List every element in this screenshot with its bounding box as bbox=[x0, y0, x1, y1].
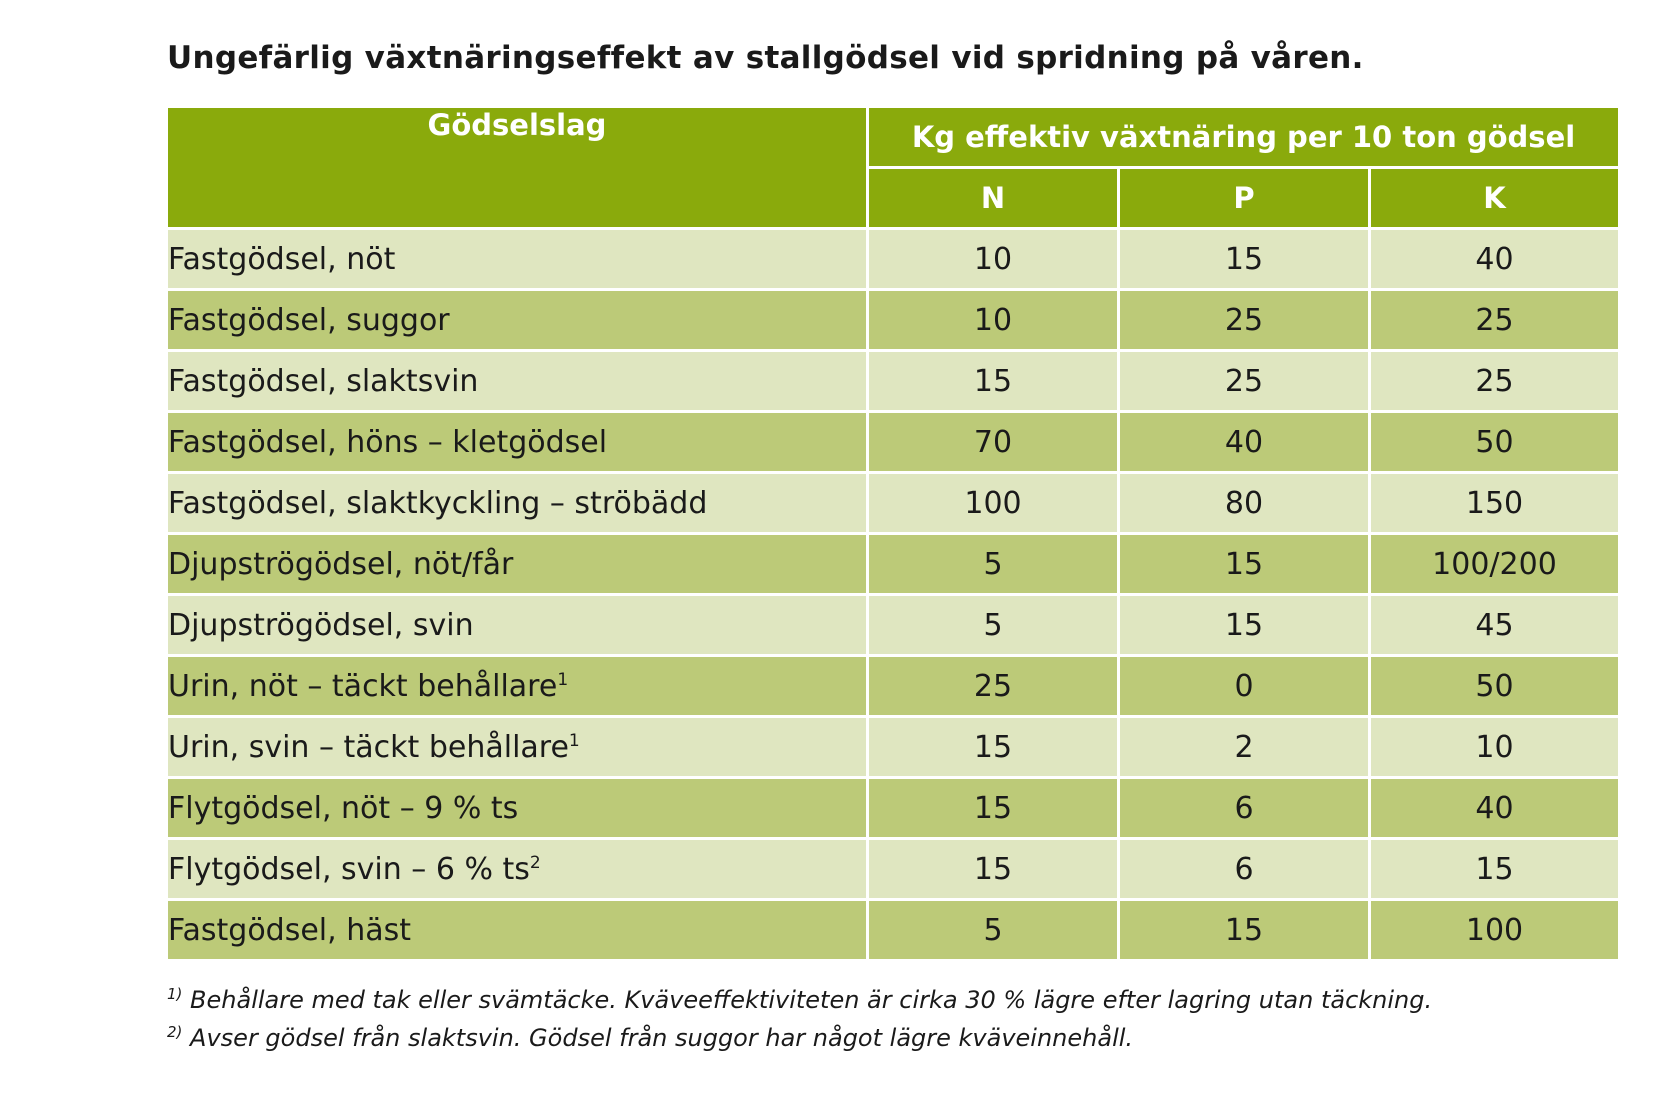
manure-type-cell: Fastgödsel, häst bbox=[165, 898, 869, 962]
fertilizer-table: Gödselslag Kg effektiv växtnäring per 10… bbox=[165, 105, 1621, 962]
n-value: 15 bbox=[866, 776, 1120, 840]
n-value: 5 bbox=[866, 898, 1120, 962]
table-row: Fastgödsel, höns – kletgödsel 70 40 50 bbox=[165, 410, 1621, 474]
footnote-marker: 2) bbox=[167, 1023, 183, 1041]
table-row: Fastgödsel, nöt 10 15 40 bbox=[165, 227, 1621, 291]
table-row: Urin, svin – täckt behållare1 15 2 10 bbox=[165, 715, 1621, 779]
k-value: 40 bbox=[1368, 776, 1621, 840]
table-row: Fastgödsel, suggor 10 25 25 bbox=[165, 288, 1621, 352]
p-value: 6 bbox=[1117, 776, 1371, 840]
p-value: 40 bbox=[1117, 410, 1371, 474]
footnote-2: 2) Avser gödsel från slaktsvin. Gödsel f… bbox=[167, 1024, 1432, 1062]
k-value: 25 bbox=[1368, 349, 1621, 413]
manure-type-label: Flytgödsel, svin – 6 % ts bbox=[168, 851, 530, 887]
n-value: 15 bbox=[866, 349, 1120, 413]
table-row: Fastgödsel, slaktsvin 15 25 25 bbox=[165, 349, 1621, 413]
header-p: P bbox=[1117, 166, 1371, 230]
manure-type-cell: Djupströgödsel, nöt/får bbox=[165, 532, 869, 596]
p-value: 0 bbox=[1117, 654, 1371, 718]
manure-type-label: Flytgödsel, nöt – 9 % ts bbox=[168, 790, 519, 826]
k-value: 100/200 bbox=[1368, 532, 1621, 596]
table-row: Djupströgödsel, svin 5 15 45 bbox=[165, 593, 1621, 657]
manure-type-label: Fastgödsel, höns – kletgödsel bbox=[168, 424, 608, 460]
manure-type-label: Fastgödsel, suggor bbox=[168, 302, 450, 338]
table-row: Flytgödsel, svin – 6 % ts2 15 6 15 bbox=[165, 837, 1621, 901]
p-value: 25 bbox=[1117, 349, 1371, 413]
manure-type-cell: Fastgödsel, slaktsvin bbox=[165, 349, 869, 413]
footnotes: 1) Behållare med tak eller svämtäcke. Kv… bbox=[167, 986, 1432, 1062]
k-value: 50 bbox=[1368, 654, 1621, 718]
manure-type-label: Urin, svin – täckt behållare bbox=[168, 729, 569, 765]
k-value: 50 bbox=[1368, 410, 1621, 474]
manure-type-label: Djupströgödsel, svin bbox=[168, 607, 474, 643]
table-row: Urin, nöt – täckt behållare1 25 0 50 bbox=[165, 654, 1621, 718]
footnote-text: Behållare med tak eller svämtäcke. Kväve… bbox=[190, 986, 1433, 1014]
manure-type-label: Fastgödsel, häst bbox=[168, 912, 412, 948]
p-value: 25 bbox=[1117, 288, 1371, 352]
header-manure-type: Gödselslag bbox=[165, 105, 869, 230]
footnote-ref: 1 bbox=[557, 669, 569, 690]
table-row: Djupströgödsel, nöt/får 5 15 100/200 bbox=[165, 532, 1621, 596]
table-title: Ungefärlig växtnäringseffekt av stallgöd… bbox=[167, 40, 1364, 76]
table-body: Fastgödsel, nöt 10 15 40 Fastgödsel, sug… bbox=[165, 227, 1621, 962]
p-value: 15 bbox=[1117, 227, 1371, 291]
header-n: N bbox=[866, 166, 1120, 230]
n-value: 15 bbox=[866, 837, 1120, 901]
footnote-marker: 1) bbox=[167, 985, 183, 1003]
n-value: 5 bbox=[866, 593, 1120, 657]
k-value: 150 bbox=[1368, 471, 1621, 535]
footnote-1: 1) Behållare med tak eller svämtäcke. Kv… bbox=[167, 986, 1432, 1024]
p-value: 15 bbox=[1117, 532, 1371, 596]
p-value: 6 bbox=[1117, 837, 1371, 901]
manure-type-cell: Fastgödsel, nöt bbox=[165, 227, 869, 291]
n-value: 70 bbox=[866, 410, 1120, 474]
manure-type-cell: Fastgödsel, suggor bbox=[165, 288, 869, 352]
manure-type-label: Fastgödsel, nöt bbox=[168, 241, 396, 277]
manure-type-cell: Flytgödsel, nöt – 9 % ts bbox=[165, 776, 869, 840]
manure-type-label: Fastgödsel, slaktkyckling – ströbädd bbox=[168, 485, 708, 521]
table-row: Fastgödsel, häst 5 15 100 bbox=[165, 898, 1621, 962]
p-value: 15 bbox=[1117, 898, 1371, 962]
footnote-text: Avser gödsel från slaktsvin. Gödsel från… bbox=[190, 1024, 1134, 1052]
footnote-ref: 1 bbox=[568, 730, 580, 751]
manure-type-label: Urin, nöt – täckt behållare bbox=[168, 668, 558, 704]
n-value: 10 bbox=[866, 288, 1120, 352]
header-nutrient-group: Kg effektiv växtnäring per 10 ton gödsel bbox=[866, 105, 1621, 169]
manure-type-cell: Urin, svin – täckt behållare1 bbox=[165, 715, 869, 779]
manure-type-cell: Urin, nöt – täckt behållare1 bbox=[165, 654, 869, 718]
manure-type-label: Djupströgödsel, nöt/får bbox=[168, 546, 514, 582]
table-row: Flytgödsel, nöt – 9 % ts 15 6 40 bbox=[165, 776, 1621, 840]
n-value: 100 bbox=[866, 471, 1120, 535]
p-value: 80 bbox=[1117, 471, 1371, 535]
header-k: K bbox=[1368, 166, 1621, 230]
manure-type-cell: Fastgödsel, höns – kletgödsel bbox=[165, 410, 869, 474]
manure-type-label: Fastgödsel, slaktsvin bbox=[168, 363, 479, 399]
k-value: 100 bbox=[1368, 898, 1621, 962]
k-value: 10 bbox=[1368, 715, 1621, 779]
k-value: 15 bbox=[1368, 837, 1621, 901]
p-value: 15 bbox=[1117, 593, 1371, 657]
manure-type-cell: Flytgödsel, svin – 6 % ts2 bbox=[165, 837, 869, 901]
k-value: 40 bbox=[1368, 227, 1621, 291]
n-value: 15 bbox=[866, 715, 1120, 779]
k-value: 25 bbox=[1368, 288, 1621, 352]
table-row: Fastgödsel, slaktkyckling – ströbädd 100… bbox=[165, 471, 1621, 535]
p-value: 2 bbox=[1117, 715, 1371, 779]
k-value: 45 bbox=[1368, 593, 1621, 657]
footnote-ref: 2 bbox=[529, 852, 541, 873]
n-value: 5 bbox=[866, 532, 1120, 596]
manure-type-cell: Fastgödsel, slaktkyckling – ströbädd bbox=[165, 471, 869, 535]
manure-type-cell: Djupströgödsel, svin bbox=[165, 593, 869, 657]
n-value: 25 bbox=[866, 654, 1120, 718]
n-value: 10 bbox=[866, 227, 1120, 291]
